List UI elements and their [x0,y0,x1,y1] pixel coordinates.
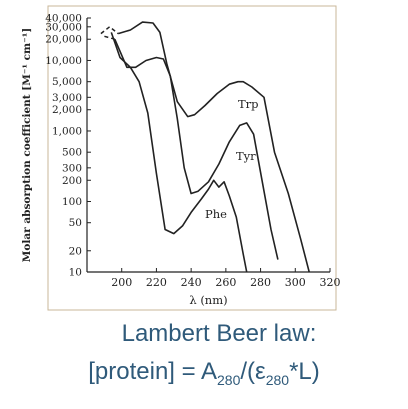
x-tick-label: 300 [285,276,306,289]
y-tick-label: 50 [69,217,82,229]
series-trp-label: Trp [238,97,259,111]
formula-suffix: *L) [289,358,320,385]
x-tick-label: 260 [215,276,236,289]
y-tick-label: 500 [62,147,82,159]
y-tick-label: 30,000 [45,21,82,33]
series-phe-label: Phe [205,207,227,221]
x-tick-label: 280 [250,276,271,289]
y-tick-label: 1,000 [52,125,82,137]
y-tick-label: 10 [69,267,82,279]
y-tick-label: 2,000 [52,104,82,116]
x-tick-label: 220 [146,276,167,289]
series-tyr-label: Tyr [236,149,256,163]
formula-sub-a: 280 [217,372,241,388]
y-axis-label: Molar absorption coefficient [M⁻¹ cm⁻¹] [21,28,33,263]
x-tick-label: 320 [320,276,341,289]
x-tick-label: 240 [181,276,202,289]
y-tick-label: 3,000 [52,92,82,104]
series-trp-line [117,21,310,273]
caption-lambert-beer-title: Lambert Beer law: [121,320,317,347]
formula-sub-e: 280 [265,372,290,388]
formula-prefix: [protein] = A [88,358,217,385]
x-axis-label: λ (nm) [189,293,227,307]
y-tick-label: 100 [62,196,82,208]
series-trp-dashed-line [100,25,119,35]
y-tick-label: 10,000 [45,55,82,67]
formula-mid: /(ε [240,358,266,385]
series-tyr-line [114,38,279,260]
x-tick-label: 200 [111,276,132,289]
figure-frame [47,5,337,311]
y-tick-label: 20 [69,245,82,257]
caption-formula: [protein] = A280/(ε280*L) [0,358,408,388]
series-phe-line [110,32,248,273]
y-tick-label: 5,000 [52,76,82,88]
y-tick-label: 300 [62,162,82,174]
y-tick-label: 200 [62,175,82,187]
y-tick-label: 40,000 [45,13,82,25]
y-tick-label: 20,000 [45,34,82,46]
